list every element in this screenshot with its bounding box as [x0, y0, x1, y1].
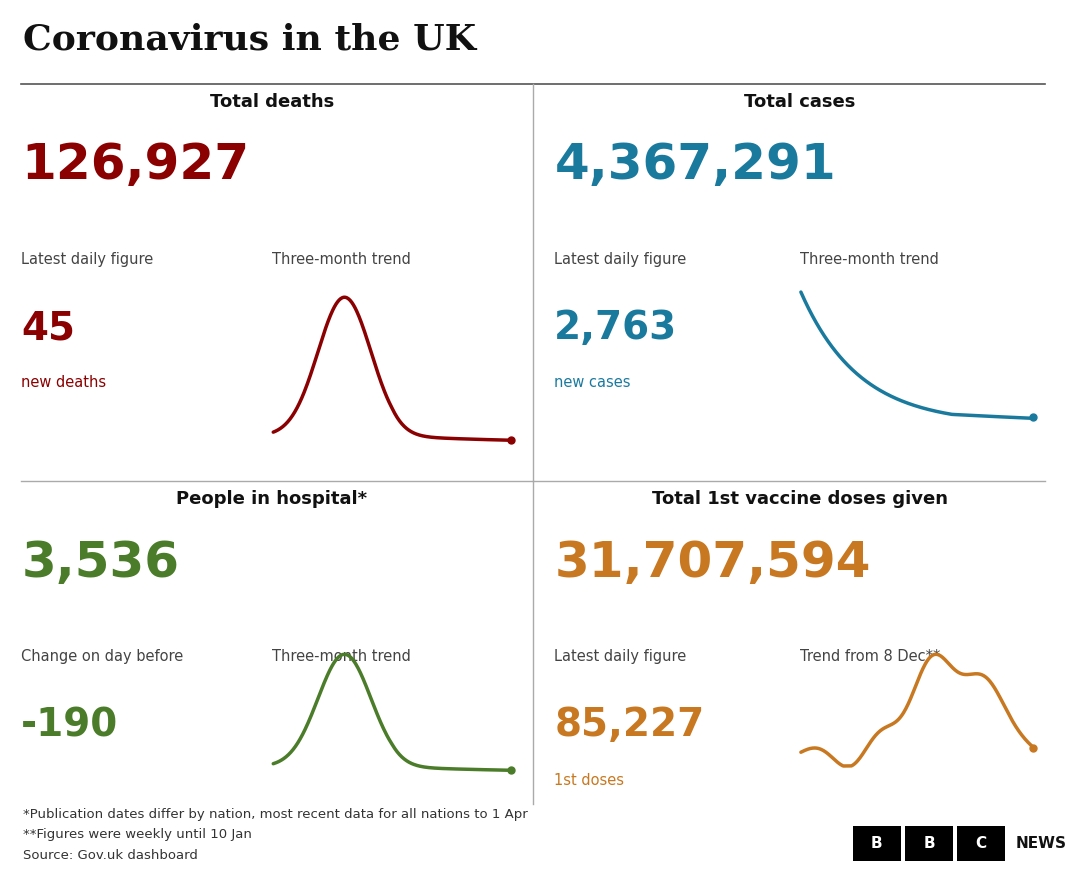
Text: Three-month trend: Three-month trend [800, 252, 938, 267]
Bar [957, 826, 1005, 861]
Text: 4,367,291: 4,367,291 [554, 141, 836, 189]
Text: Coronavirus in the UK: Coronavirus in the UK [23, 22, 477, 57]
Text: Latest daily figure: Latest daily figure [21, 252, 154, 267]
Text: Total deaths: Total deaths [210, 93, 334, 110]
Text: 85,227: 85,227 [554, 706, 705, 744]
Text: Total 1st vaccine doses given: Total 1st vaccine doses given [651, 490, 948, 508]
Text: -190: -190 [21, 706, 118, 744]
Text: **Figures were weekly until 10 Jan: **Figures were weekly until 10 Jan [23, 828, 253, 841]
Text: *Publication dates differ by nation, most recent data for all nations to 1 Apr: *Publication dates differ by nation, mos… [23, 808, 528, 821]
Text: Change on day before: Change on day before [21, 649, 183, 664]
Text: Three-month trend: Three-month trend [272, 252, 410, 267]
Text: B: B [871, 836, 883, 850]
Bar [853, 826, 901, 861]
Text: B: B [923, 836, 935, 850]
Text: new cases: new cases [554, 375, 631, 390]
Text: Latest daily figure: Latest daily figure [554, 252, 687, 267]
Text: Total cases: Total cases [744, 93, 855, 110]
Bar [905, 826, 953, 861]
Text: 45: 45 [21, 309, 76, 347]
Text: Three-month trend: Three-month trend [272, 649, 410, 664]
Text: People in hospital*: People in hospital* [176, 490, 368, 508]
Text: 2,763: 2,763 [554, 309, 678, 347]
Text: Latest daily figure: Latest daily figure [554, 649, 687, 664]
Text: new deaths: new deaths [21, 375, 107, 390]
Text: C: C [975, 836, 987, 850]
Text: Trend from 8 Dec**: Trend from 8 Dec** [800, 649, 940, 664]
Text: NEWS: NEWS [1016, 836, 1066, 850]
Text: 3,536: 3,536 [21, 539, 179, 586]
Text: 1st doses: 1st doses [554, 773, 625, 788]
Text: 31,707,594: 31,707,594 [554, 539, 871, 586]
Text: Source: Gov.uk dashboard: Source: Gov.uk dashboard [23, 849, 198, 862]
Text: 126,927: 126,927 [21, 141, 249, 189]
